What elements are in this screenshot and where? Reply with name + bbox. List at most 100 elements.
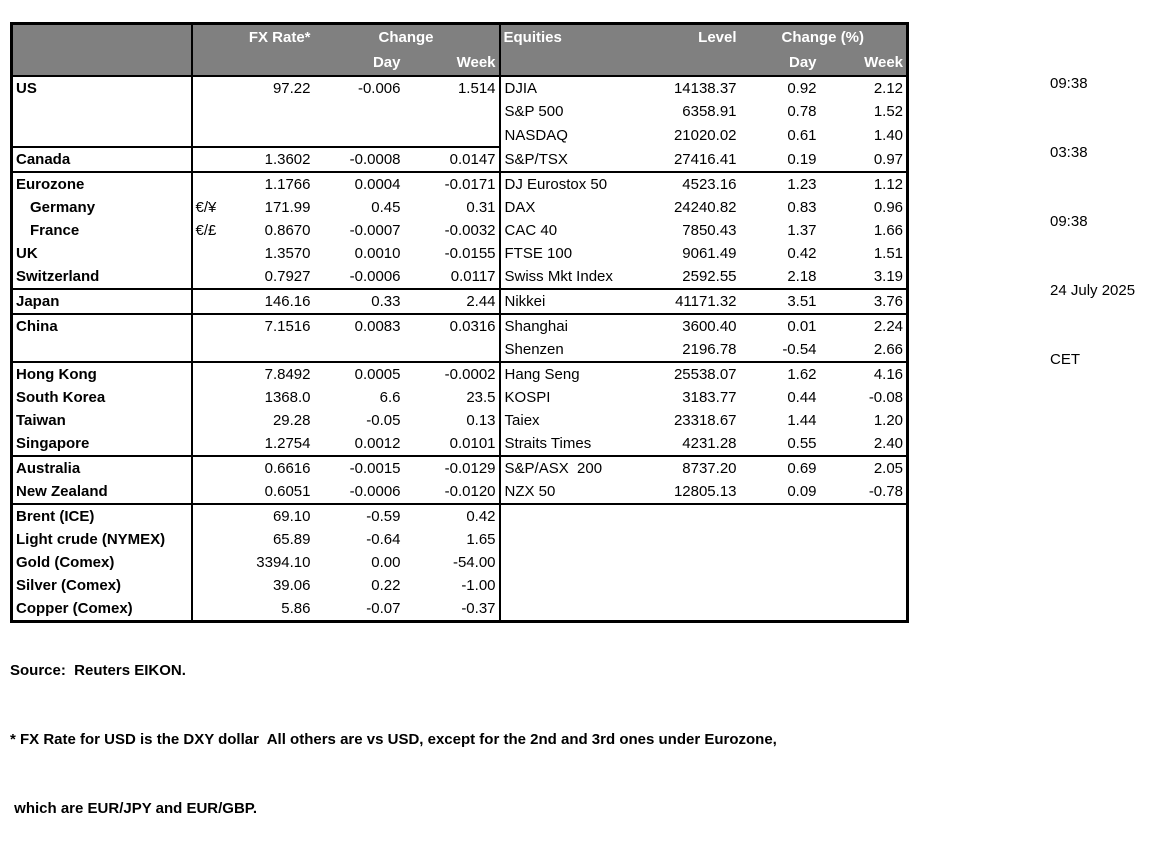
currency-pair-cell [190,361,228,386]
equity-week-change-cell: 2.66 [873,341,904,358]
fx-rate-cell: 0.6051 [264,483,311,500]
equity-name-cell [498,574,630,597]
fx-rate-cell: 65.89 [272,531,311,548]
fx-week-change-cell: -0.0129 [403,455,500,480]
country-cell: Copper (Comex) [16,600,133,617]
table-row: Singapore 1.2754 0.0012 0.0101 Straits Times… [12,432,908,456]
market-table: FX Rate* Change Equities Level Change (%… [10,22,910,623]
fx-day-change-cell [314,123,404,147]
fx-week-change-cell: -0.0155 [444,245,496,262]
equity-week-change-cell: 2.24 [819,313,908,338]
currency-pair-cell: €/¥ [190,196,228,219]
table-row: South Korea 1368.0 6.6 23.5 KOSPI 3183.77 0.44… [12,386,908,409]
equity-level-cell: 3183.77 [682,389,737,406]
fx-day-change-cell [314,100,404,123]
fx-day-change-cell: 0.0012 [354,435,401,452]
equity-week-change-cell [820,528,908,551]
fx-week-header: Week [403,50,500,77]
equity-week-change-cell [820,597,908,622]
equity-week-change-cell: 0.96 [873,199,904,216]
footer-notes: Source: Reuters EIKON. * FX Rate for USD… [10,613,777,866]
currency-pair-cell [190,123,228,147]
table-row: S&P 500 6358.91 0.78 1.52 [12,100,908,123]
equity-day-change-cell [740,551,820,574]
fx-week-change-cell: -0.0171 [403,171,500,196]
equity-week-change-cell: -0.08 [868,389,904,406]
equity-name-cell: FTSE 100 [498,242,630,265]
equity-level-cell: 3600.40 [629,313,740,338]
fx-day-header: Day [313,50,404,77]
equity-name-cell: CAC 40 [498,219,630,242]
equity-name-cell: S&P 500 [498,100,630,123]
table-row: Brent (ICE) 69.10 -0.59 0.42 [11,503,908,528]
fx-week-change-cell [404,123,500,147]
equity-day-change-cell: 0.09 [787,483,817,500]
fx-rate-cell [228,338,314,362]
fx-week-change-cell: 0.0147 [403,146,500,172]
country-cell: Gold (Comex) [16,554,115,571]
timestamp-block: 09:38 03:38 09:38 24 July 2025 CET [1050,26,1135,417]
equity-week-change-cell: 2.40 [873,435,904,452]
fx-rate-cell: 1.2754 [264,435,311,452]
equity-week-change-cell: 3.19 [873,268,904,285]
equity-day-change-cell: 3.51 [739,288,820,314]
equity-level-cell: 12805.13 [673,483,737,500]
equity-name-cell [498,551,630,574]
equity-name-cell [498,528,630,551]
equity-level-cell [629,503,740,528]
currency-pair-cell [190,338,228,362]
fx-day-change-cell: -0.64 [366,531,401,548]
table-row: Australia 0.6616 -0.0015 -0.0129 S&P/ASX 200… [11,455,908,480]
equity-name-cell: DJIA [498,76,630,100]
level-header: Level [629,23,740,50]
table-row: NASDAQ 21020.02 0.61 1.40 [12,123,908,147]
equity-level-cell: 27416.41 [673,150,737,168]
country-cell [12,338,192,362]
equity-level-cell: 8737.20 [629,455,740,480]
table-row: France €/£ 0.8670 -0.0007 -0.0032 CAC 40 7850.… [12,219,908,242]
equity-name-cell: S&P/ASX 200 [498,455,630,480]
country-cell: Eurozone [11,171,192,196]
equity-name-cell: Swiss Mkt Index [498,265,630,289]
fx-day-change-cell: -0.0015 [313,455,404,480]
fx-note-line-1: * FX Rate for USD is the DXY dollar All … [10,731,777,748]
country-cell: Australia [11,455,192,480]
fx-rate-cell: 39.06 [272,577,311,594]
fx-week-change-cell: 0.42 [403,503,500,528]
equity-level-cell: 41171.32 [629,288,740,314]
fx-day-change-cell: 0.33 [313,288,404,314]
country-cell: US [16,80,37,97]
fx-rate-cell: 1.1766 [227,171,314,196]
corner-cell-2 [11,50,192,77]
equity-level-cell: 23318.67 [673,412,737,429]
currency-pair-cell [190,432,228,456]
country-cell: Japan [11,288,192,314]
equity-name-cell: Nikkei [498,288,630,314]
equity-week-change-cell [820,574,908,597]
fx-day-change-cell: -0.07 [366,600,401,617]
equity-name-cell: DAX [498,196,630,219]
fx-rate-cell: 146.16 [227,288,314,314]
corner-cell [11,23,192,50]
currency-pair-cell [190,288,228,314]
currency-pair-cell [190,574,228,597]
fx-day-change-cell: -0.05 [366,412,401,429]
country-cell: France [30,222,80,239]
fx-week-change-cell: 0.31 [466,199,496,216]
currency-pair-cell [190,597,228,622]
header-row-1: FX Rate* Change Equities Level Change (%… [11,23,908,50]
equity-day-change-cell: 0.55 [787,435,817,452]
fx-week-change-cell: 0.0117 [450,268,496,285]
currency-pair-cell [190,386,228,409]
table-row: Light crude (NYMEX) 65.89 -0.64 1.65 [12,528,908,551]
equity-week-change-cell: 1.51 [873,245,904,262]
equity-day-change-cell [739,503,820,528]
table-row: Switzerland 0.7927 -0.0006 0.0117 Swiss Mkt … [12,265,908,289]
fx-rate-cell: 171.99 [264,199,311,216]
table-row: Japan 146.16 0.33 2.44 Nikkei 41171.32 3.51 3.7… [11,288,908,314]
country-cell [12,123,192,147]
equity-week-change-cell: 1.40 [873,126,904,144]
currency-pair-cell [190,455,228,480]
equity-day-change-cell: 0.42 [787,245,817,262]
fx-day-change-cell: 0.22 [371,577,401,594]
